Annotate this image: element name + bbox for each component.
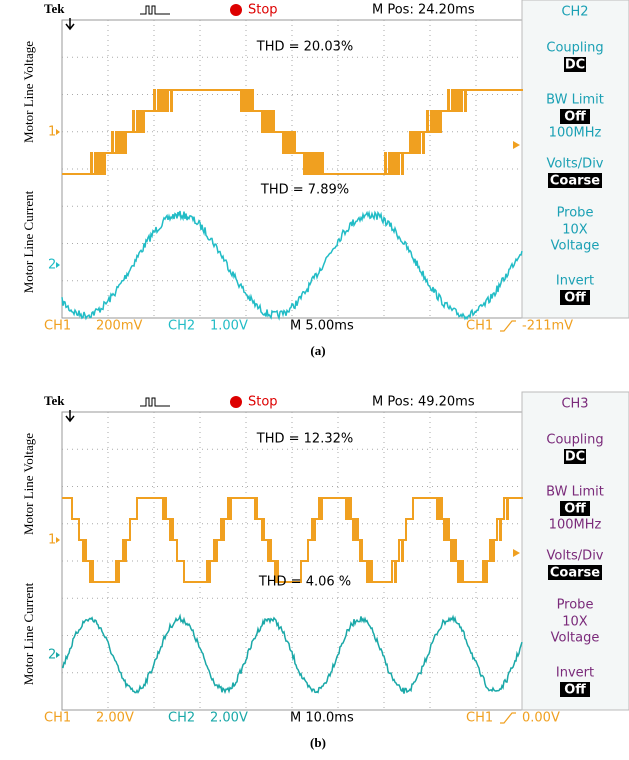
trigger-icon <box>140 398 170 406</box>
footer-ch2: CH2 <box>168 319 195 334</box>
menu-title: Invert <box>556 274 594 289</box>
trigger-slope <box>500 321 516 331</box>
menu-line: 10X <box>562 223 588 238</box>
menu-line: 100MHz <box>549 518 602 533</box>
menu-line: 100MHz <box>549 126 602 141</box>
status: Stop <box>248 3 278 18</box>
caption: (a) <box>310 343 325 358</box>
menu-value: DC <box>565 58 585 73</box>
footer-ch1: CH1 <box>44 711 71 726</box>
brand: Tek <box>44 393 65 408</box>
m-pos: M Pos: 24.20ms <box>372 3 475 18</box>
caption: (b) <box>310 735 326 750</box>
menu-line: 10X <box>562 615 588 630</box>
footer-trigger-source: CH1 <box>466 319 493 334</box>
annotation: THD = 7.89% <box>260 183 349 198</box>
menu-line: Voltage <box>551 631 600 646</box>
y-label: Motor Line Voltage <box>21 433 36 535</box>
marker-arrow <box>56 537 60 543</box>
menu-value: Coarse <box>550 174 600 189</box>
annotation: THD = 20.03% <box>256 40 353 55</box>
menu-title: BW Limit <box>546 485 604 500</box>
menu-value: Coarse <box>550 566 600 581</box>
status: Stop <box>248 395 278 410</box>
stop-icon <box>230 4 242 16</box>
m-pos: M Pos: 49.20ms <box>372 395 475 410</box>
marker-arrow <box>56 262 60 268</box>
menu-title: Probe <box>557 598 594 613</box>
menu-title: Volts/Div <box>546 157 603 172</box>
menu-title: Coupling <box>546 433 603 448</box>
footer-ch2-scale: 2.00V <box>210 711 248 726</box>
menu-value: Off <box>564 291 586 306</box>
menu-channel: CH2 <box>561 5 588 20</box>
menu-title: Volts/Div <box>546 549 603 564</box>
annotation: THD = 4.06 % <box>258 575 351 590</box>
marker-arrow <box>56 129 60 135</box>
footer-ch1-scale: 200mV <box>96 319 142 334</box>
menu-value: Off <box>564 683 586 698</box>
y-label: Motor Line Current <box>21 190 36 293</box>
channel-marker: 1 <box>48 533 56 548</box>
footer-ch2-scale: 1.00V <box>210 319 248 334</box>
channel-marker: 1 <box>48 125 56 140</box>
annotation: THD = 12.32% <box>256 432 353 447</box>
footer-trigger-level: -211mV <box>522 319 573 334</box>
brand: Tek <box>44 1 65 16</box>
figure: Tek Stop M Pos: 24.20ms CH2 Coupling DC BW Lim… <box>0 0 629 760</box>
menu-title: Coupling <box>546 41 603 56</box>
y-label: Motor Line Voltage <box>21 41 36 143</box>
menu-title: BW Limit <box>546 93 604 108</box>
channel-marker: 2 <box>48 648 56 663</box>
menu-value: Off <box>564 110 586 125</box>
footer-ch1: CH1 <box>44 319 71 334</box>
footer-ch2: CH2 <box>168 711 195 726</box>
stop-icon <box>230 396 242 408</box>
trigger-slope <box>500 713 516 723</box>
footer-timebase: M 5.00ms <box>290 319 354 334</box>
marker-arrow <box>56 652 60 658</box>
menu-channel: CH3 <box>561 397 588 412</box>
trigger-icon <box>140 6 170 14</box>
menu-value: DC <box>565 450 585 465</box>
menu-line: Voltage <box>551 239 600 254</box>
y-label: Motor Line Current <box>21 582 36 685</box>
menu-title: Invert <box>556 666 594 681</box>
footer-ch1-scale: 2.00V <box>96 711 134 726</box>
footer-timebase: M 10.0ms <box>290 711 354 726</box>
channel-marker: 2 <box>48 258 56 273</box>
footer-trigger-source: CH1 <box>466 711 493 726</box>
menu-title: Probe <box>557 206 594 221</box>
footer-trigger-level: 0.00V <box>522 711 560 726</box>
menu-value: Off <box>564 502 586 517</box>
